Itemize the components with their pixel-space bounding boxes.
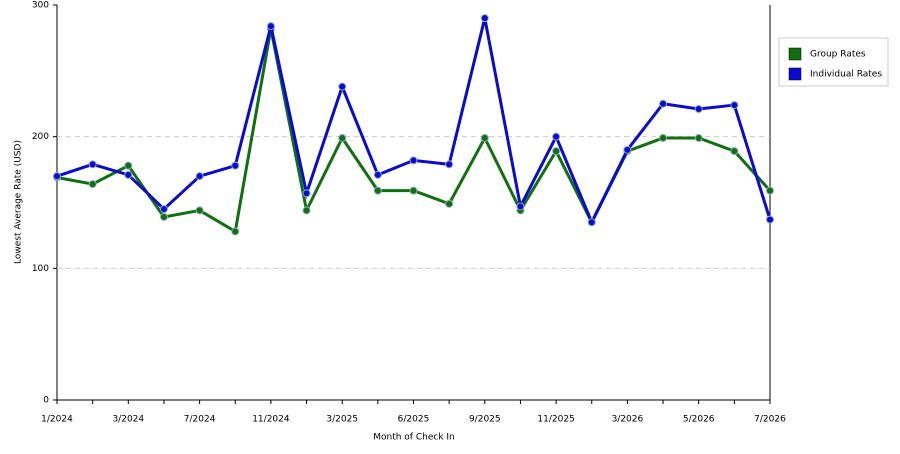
- data-point: [266, 22, 275, 31]
- x-tick-label: 1/2024: [41, 415, 73, 425]
- data-point: [694, 105, 703, 114]
- data-point: [409, 156, 418, 165]
- legend-swatch: [788, 47, 802, 61]
- x-tick-label: 11/2024: [252, 415, 290, 425]
- data-point: [766, 186, 774, 195]
- data-point: [338, 133, 347, 142]
- data-point: [373, 186, 382, 195]
- data-point: [445, 160, 454, 169]
- y-tick-label: 100: [32, 264, 49, 274]
- x-tick-label: 3/2024: [112, 415, 144, 425]
- data-point: [88, 180, 97, 189]
- data-point: [231, 161, 240, 170]
- series-line: [56, 28, 772, 234]
- data-point: [516, 202, 525, 211]
- x-tick-label: 9/2025: [469, 415, 501, 425]
- data-point: [124, 161, 133, 170]
- x-tick-label: 3/2025: [326, 415, 358, 425]
- x-tick-label: 7/2026: [754, 415, 786, 425]
- data-point: [195, 172, 204, 181]
- data-point: [88, 160, 97, 169]
- data-point: [730, 147, 739, 156]
- x-tick-label: 3/2026: [612, 415, 644, 425]
- data-point: [480, 14, 489, 23]
- data-point: [159, 205, 168, 214]
- data-point: [480, 133, 489, 142]
- data-point: [730, 101, 739, 110]
- data-point: [409, 186, 418, 195]
- legend-label: Group Rates: [810, 50, 866, 60]
- data-point: [766, 215, 774, 224]
- y-tick-label: 0: [43, 396, 49, 406]
- x-tick-label: 6/2025: [398, 415, 430, 425]
- legend-swatch: [788, 67, 802, 81]
- data-point: [195, 206, 204, 215]
- data-point: [587, 218, 596, 227]
- data-point: [552, 147, 561, 156]
- data-point: [124, 170, 133, 179]
- x-axis-label: Month of Check In: [373, 433, 455, 443]
- data-point: [159, 212, 168, 221]
- data-point: [231, 227, 240, 236]
- data-point: [694, 133, 703, 142]
- data-point: [302, 206, 311, 215]
- data-point: [623, 145, 632, 154]
- x-tick-label: 11/2025: [537, 415, 574, 425]
- legend-label: Individual Rates: [810, 70, 882, 80]
- x-tick-label: 5/2026: [683, 415, 715, 425]
- data-point: [373, 170, 382, 179]
- data-point: [445, 199, 454, 208]
- data-point: [659, 99, 668, 108]
- y-tick-label: 300: [32, 1, 49, 11]
- data-point: [552, 132, 561, 141]
- data-point: [53, 172, 61, 181]
- data-point: [338, 82, 347, 91]
- y-tick-label: 200: [32, 132, 49, 142]
- y-axis-label: Lowest Average Rate (USD): [14, 140, 24, 264]
- data-point: [302, 189, 311, 198]
- x-tick-label: 7/2024: [184, 415, 216, 425]
- data-point: [659, 133, 668, 142]
